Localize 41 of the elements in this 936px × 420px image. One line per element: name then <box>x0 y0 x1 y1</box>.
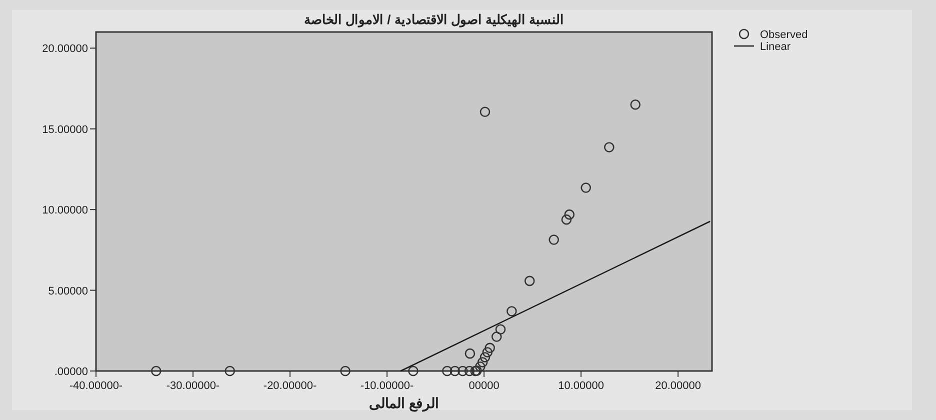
point <box>604 142 614 152</box>
point <box>630 99 641 110</box>
point <box>491 332 502 342</box>
y-tick-label: 20.00000 <box>42 43 88 56</box>
legend-label: Linear <box>760 41 791 53</box>
point <box>480 352 490 362</box>
x-tick-label: -30.00000- <box>166 380 220 392</box>
point <box>464 366 475 376</box>
point <box>561 214 572 225</box>
point <box>442 366 452 376</box>
y-tick-label: 10.00000 <box>42 204 88 217</box>
legend-label: Observed <box>760 29 808 41</box>
point <box>580 182 592 193</box>
y-tick-label: 5.00000 <box>48 285 88 298</box>
point <box>340 366 350 376</box>
point <box>464 348 476 359</box>
point <box>477 357 488 368</box>
point <box>450 366 460 376</box>
point <box>150 366 162 376</box>
chart-title: النسبة الهيكلية اصول الاقتصادية / الاموال الخاصة <box>304 12 564 28</box>
point <box>458 366 468 376</box>
point <box>224 366 236 376</box>
point <box>480 106 490 118</box>
x-tick-label: -10.00000- <box>360 380 414 392</box>
point <box>548 234 560 245</box>
point <box>408 366 418 376</box>
y-tick-label: 15.00000 <box>42 124 88 136</box>
point <box>482 347 493 358</box>
point <box>475 361 486 372</box>
x-axis-title: الرفع المالى <box>369 395 439 412</box>
point <box>484 342 495 354</box>
y-tick-label: .00000 <box>54 366 88 378</box>
point <box>506 306 517 316</box>
x-tick-label: 20.00000 <box>655 380 701 392</box>
point <box>495 324 506 334</box>
x-tick-label: 10.00000 <box>558 380 604 392</box>
x-tick-label: 00000 <box>468 380 500 392</box>
x-tick-label: -40.00000- <box>69 380 123 392</box>
point <box>564 209 575 220</box>
x-tick-label: -20.00000- <box>263 380 317 392</box>
point <box>524 276 535 286</box>
